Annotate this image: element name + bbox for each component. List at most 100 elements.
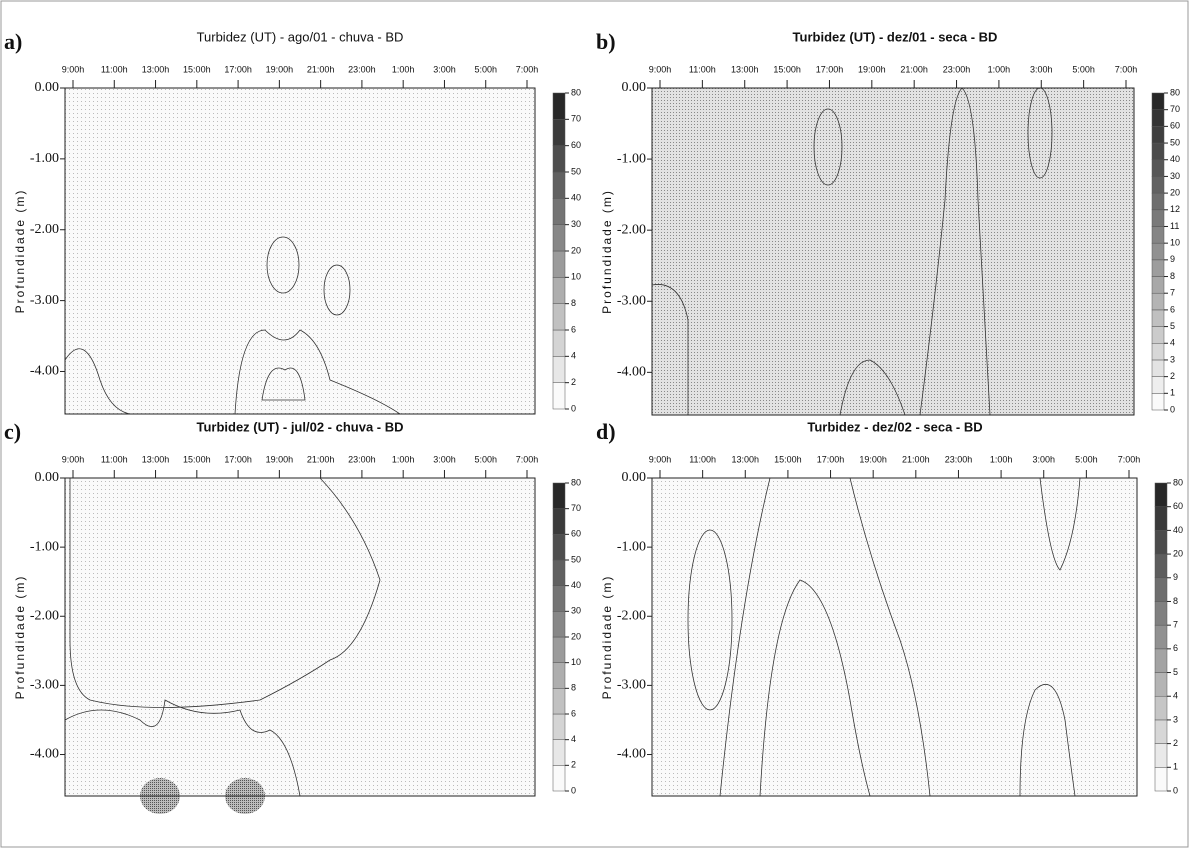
x-tick-label: 19:00h xyxy=(266,454,294,464)
colorbar-label: 0 xyxy=(1173,785,1178,795)
colorbar-label: 0 xyxy=(1170,404,1175,414)
x-tick-label: 21:00h xyxy=(900,64,928,74)
colorbar-cell xyxy=(1151,376,1165,394)
y-axis-label: Profundidade (m) xyxy=(13,189,27,314)
colorbar-cell xyxy=(552,277,566,304)
x-tick-label: 13:00h xyxy=(142,64,170,74)
colorbar-label: 2 xyxy=(571,760,576,770)
y-axis-label: Profundidade (m) xyxy=(600,189,614,314)
x-tick-label: 9:00h xyxy=(62,454,85,464)
colorbar-cell xyxy=(1154,482,1168,507)
colorbar-label: 20 xyxy=(1173,548,1183,558)
y-tick-label: 0.00 xyxy=(622,470,647,485)
colorbar-cell xyxy=(1154,648,1168,673)
colorbar-label: 4 xyxy=(571,351,576,361)
colorbar-label: 8 xyxy=(1173,596,1178,606)
colorbar-label: 7 xyxy=(1170,288,1175,298)
colorbar-label: 9 xyxy=(1170,254,1175,264)
colorbar-cell xyxy=(552,739,566,766)
x-tick-label: 3:00h xyxy=(1030,64,1053,74)
colorbar-label: 1 xyxy=(1173,762,1178,772)
y-tick-label: -1.00 xyxy=(617,539,646,554)
panel-label: a) xyxy=(4,29,22,54)
colorbar-cell xyxy=(1151,309,1165,327)
colorbar-cell xyxy=(1151,359,1165,377)
colorbar-cell xyxy=(552,303,566,331)
contour-fill xyxy=(64,477,535,814)
colorbar-cell xyxy=(552,508,566,535)
colorbar-cell xyxy=(1151,393,1165,411)
colorbar-label: 40 xyxy=(1173,525,1183,535)
x-tick-label: 23:00h xyxy=(943,64,971,74)
x-tick-label: 5:00h xyxy=(1075,454,1098,464)
colorbar-cell xyxy=(1151,209,1165,227)
colorbar-cell xyxy=(552,534,566,561)
colorbar-cell xyxy=(1154,719,1168,744)
colorbar-cell xyxy=(552,559,566,586)
x-tick-label: 23:00h xyxy=(945,454,973,464)
colorbar-cell xyxy=(1154,767,1168,792)
chart-title: Turbidez (UT) - jul/02 - chuva - BD xyxy=(196,419,403,434)
colorbar-cell xyxy=(1151,192,1165,211)
plot-frame xyxy=(651,477,1138,797)
colorbar-label: 30 xyxy=(1170,171,1180,181)
colorbar-label: 70 xyxy=(571,114,581,124)
colorbar-label: 20 xyxy=(571,631,581,641)
colorbar-cell xyxy=(1151,226,1165,244)
colorbar-label: 50 xyxy=(571,554,581,564)
colorbar-cell xyxy=(1154,577,1168,602)
colorbar-cell xyxy=(552,382,566,410)
colorbar-cell xyxy=(552,765,566,792)
plot-frame xyxy=(64,87,536,415)
x-tick-label: 5:00h xyxy=(1072,64,1095,74)
y-tick-label: -3.00 xyxy=(30,678,59,693)
x-tick-label: 21:00h xyxy=(307,454,335,464)
colorbar-label: 20 xyxy=(1170,187,1180,197)
colorbar-cell xyxy=(552,224,566,252)
x-tick-label: 23:00h xyxy=(348,64,376,74)
y-tick-label: -2.00 xyxy=(30,222,59,237)
colorbar-label: 50 xyxy=(571,166,581,176)
colorbar-label: 80 xyxy=(571,477,581,487)
colorbar-cell xyxy=(1151,276,1165,294)
colorbar-label: 70 xyxy=(571,503,581,513)
contour-fill xyxy=(651,87,1134,416)
colorbar-label: 4 xyxy=(571,734,576,744)
colorbar-label: 60 xyxy=(1170,121,1180,131)
panel-label: c) xyxy=(4,419,21,444)
colorbar-cell xyxy=(1151,326,1165,344)
colorbar-label: 80 xyxy=(571,87,581,97)
chart-title: Turbidez (UT) - dez/01 - seca - BD xyxy=(793,29,998,44)
x-tick-label: 5:00h xyxy=(474,64,497,74)
colorbar-label: 2 xyxy=(1170,371,1175,381)
colorbar-cell xyxy=(552,356,566,383)
y-tick-label: -3.00 xyxy=(617,293,646,308)
x-tick-label: 15:00h xyxy=(774,454,802,464)
y-tick-label: -2.00 xyxy=(617,222,646,237)
x-tick-label: 17:00h xyxy=(816,64,844,74)
colorbar-label: 20 xyxy=(571,245,581,255)
x-tick-label: 9:00h xyxy=(62,64,85,74)
colorbar-cell xyxy=(1154,601,1168,626)
chart-title: Turbidez - dez/02 - seca - BD xyxy=(807,419,982,434)
y-tick-label: -3.00 xyxy=(30,293,59,308)
y-tick-label: 0.00 xyxy=(35,80,60,95)
panel-label: d) xyxy=(596,419,616,444)
colorbar-label: 11 xyxy=(1170,221,1179,231)
colorbar-cell xyxy=(1154,553,1168,579)
colorbar-cell xyxy=(1151,142,1165,160)
colorbar-label: 8 xyxy=(1170,271,1175,281)
x-tick-label: 11:00h xyxy=(689,64,716,74)
y-tick-label: -2.00 xyxy=(617,608,646,623)
colorbar-label: 10 xyxy=(1170,238,1180,248)
x-tick-label: 21:00h xyxy=(307,64,335,74)
y-axis-label: Profundidade (m) xyxy=(13,575,27,700)
colorbar-cell xyxy=(552,585,566,612)
chart-title: Turbidez (UT) - ago/01 - chuva - BD xyxy=(197,29,404,44)
colorbar-cell xyxy=(1151,176,1165,194)
colorbar-label: 0 xyxy=(571,785,576,795)
colorbar-cell xyxy=(552,119,566,146)
x-tick-label: 23:00h xyxy=(348,454,376,464)
colorbar-label: 60 xyxy=(571,529,581,539)
x-tick-label: 7:00h xyxy=(1115,64,1138,74)
